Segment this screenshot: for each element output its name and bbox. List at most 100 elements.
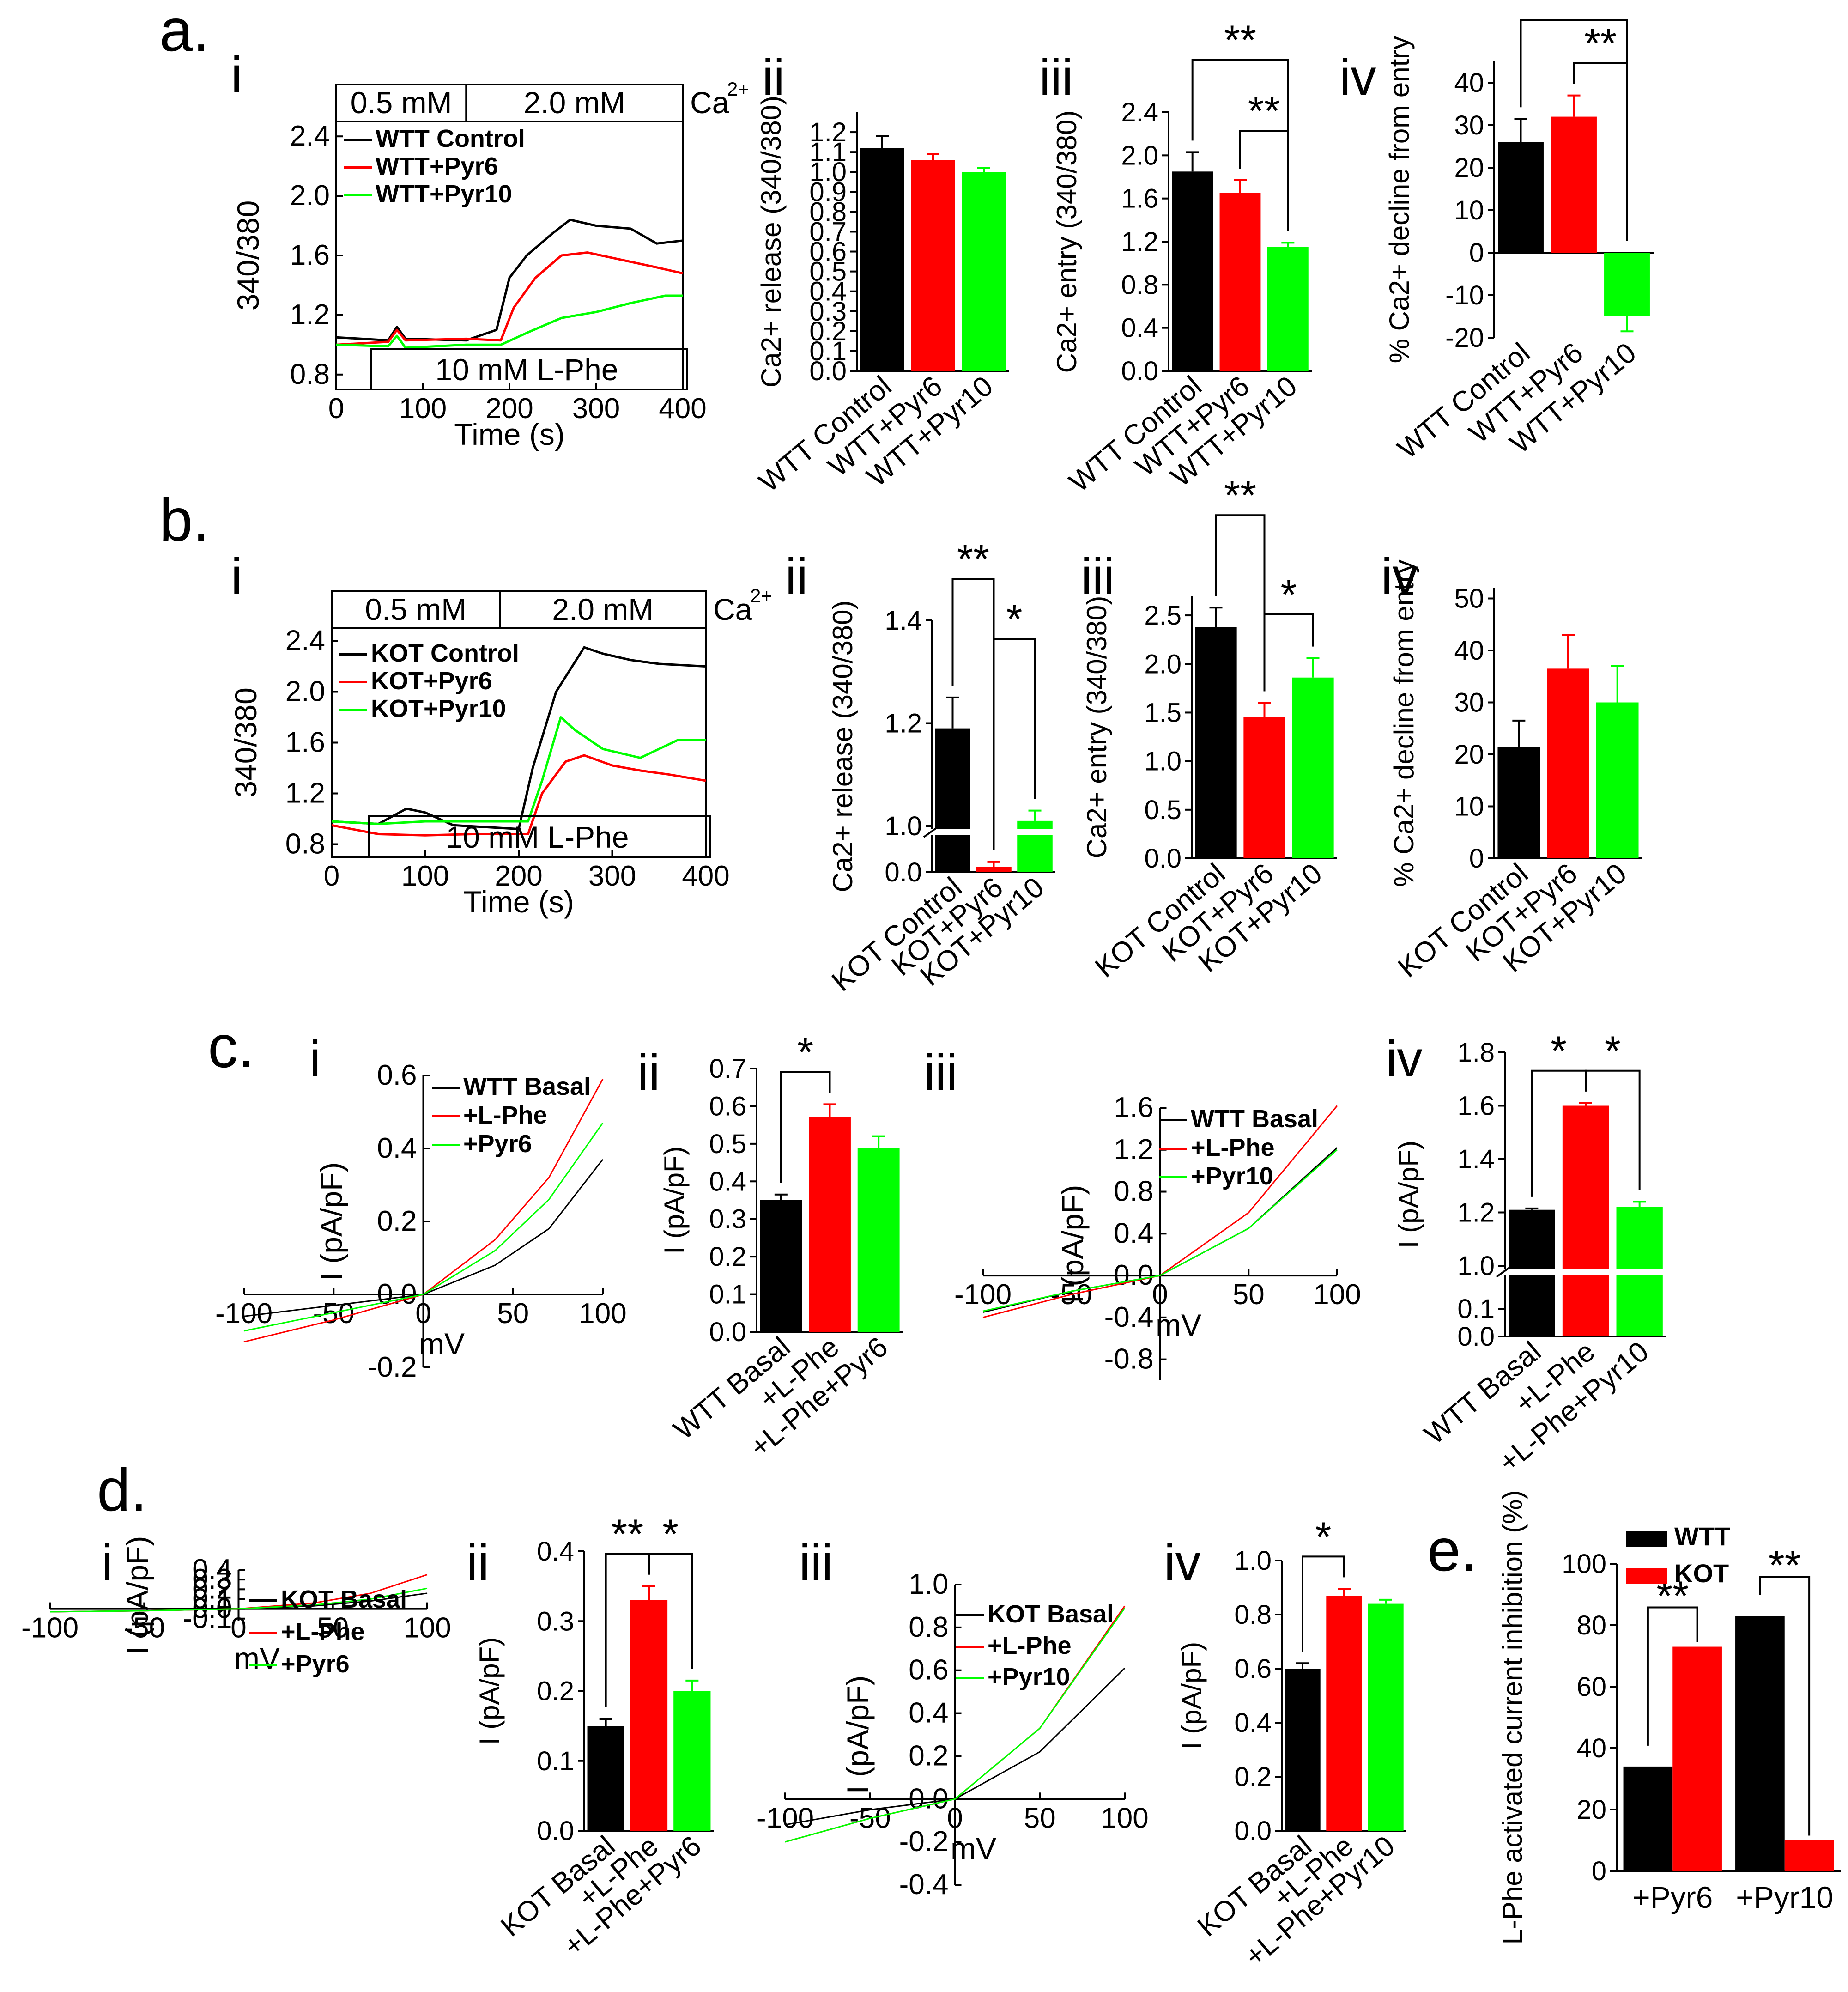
sig-label: **	[1224, 17, 1256, 63]
y-tick-label: 1.6	[285, 727, 325, 759]
ion-superscript: 2+	[750, 585, 772, 607]
panel-label: iii	[1039, 49, 1073, 106]
x-tick-label: 50	[1024, 1802, 1056, 1834]
bar	[1017, 820, 1053, 872]
x-tick-label: 100	[401, 860, 449, 892]
x-tick-label: -50	[123, 1612, 165, 1644]
y-tick-label: 1.2	[1121, 227, 1158, 257]
x-tick-label: -50	[313, 1298, 354, 1330]
y-tick-label: 0.0	[909, 1783, 948, 1815]
series-line-1	[243, 1079, 604, 1343]
bar	[1735, 1616, 1785, 1871]
sig-bracket	[780, 1071, 831, 1183]
section-label: c.	[208, 1013, 254, 1080]
sig-bracket	[1239, 130, 1289, 231]
bar	[976, 867, 1012, 872]
bar	[673, 1691, 711, 1831]
axis-break	[1496, 1269, 1676, 1275]
y-axis-title: Ca2+ release (340/380)	[827, 600, 858, 892]
solution-label-low: 0.5 mM	[365, 592, 467, 626]
y-axis-title: Ca2+ release (340/380)	[756, 96, 787, 388]
legend-swatch	[339, 709, 367, 711]
x-tick-label: 200	[485, 393, 533, 425]
bar	[1292, 677, 1334, 858]
y-axis-title: % Ca2+ decline from entry	[1384, 36, 1415, 364]
y-tick-label: 0.3	[537, 1606, 574, 1636]
y-tick-label: 1.2	[1114, 1134, 1153, 1166]
y-tick-label: 1.0	[885, 811, 922, 841]
y-tick-label: 0.2	[809, 316, 847, 346]
bar	[1604, 253, 1650, 316]
y-tick-label: 0.2	[1234, 1762, 1272, 1792]
sig-label: **	[1584, 21, 1617, 67]
y-tick-label: 0.1	[709, 1280, 746, 1310]
section-label: b.	[159, 486, 209, 553]
legend-label: +Pyr6	[463, 1130, 532, 1158]
bar	[1551, 116, 1597, 253]
legend-swatch	[432, 1144, 460, 1146]
y-tick-label: 1.4	[1457, 1144, 1495, 1174]
x-axis-title: Time (s)	[463, 885, 574, 919]
y-tick-label: 0.8	[290, 358, 330, 390]
a_i-plot: 0 100 200 300 400 0.8 1.2 1.6 2.0 2.4 Time (s) 340/…	[231, 78, 749, 451]
x-tick-label: 0	[324, 860, 339, 892]
y-axis-title: I (pA/pF)	[120, 1536, 154, 1655]
series-line-1	[336, 251, 683, 346]
y-tick-label: 2.0	[290, 180, 330, 212]
panel-label: iv	[1386, 1031, 1422, 1087]
series-line-0	[243, 1159, 604, 1317]
y-tick-label: 1.8	[1457, 1038, 1495, 1068]
legend-swatch	[344, 139, 372, 141]
y-axis-title: I (pA/pF)	[1055, 1185, 1090, 1304]
legend-swatch	[432, 1087, 460, 1089]
d_iv-plot: 0.00.20.40.60.81.0I (pA/pF)KOT Basal+L-P…	[1176, 1514, 1406, 1973]
x-axis-title: mV	[1156, 1308, 1201, 1342]
d_iii-plot: -100 -50 0 50 100-0.4-0.20.00.20.40.60.81.0m…	[757, 1568, 1149, 1901]
sig-bracket	[1647, 1606, 1698, 1746]
series-line-2	[982, 1149, 1338, 1312]
x-tick-label: 100	[403, 1612, 451, 1644]
y-tick-label: 0.6	[809, 237, 847, 267]
legend-label: +Pyr6	[281, 1650, 350, 1678]
y-tick-label: 1.0	[809, 157, 847, 187]
sig-label: *	[1315, 1514, 1331, 1560]
y-axis-title: I (pA/pF)	[1393, 1141, 1424, 1248]
panel-label: iv	[1381, 548, 1418, 605]
y-tick-label: 0.2	[709, 1242, 746, 1272]
treatment-label: 10 mM L-Phe	[446, 820, 629, 854]
series-line-2	[336, 294, 683, 349]
panel-label: iii	[924, 1045, 957, 1101]
section-label: a.	[159, 0, 209, 64]
y-tick-label: 0.0	[1144, 844, 1182, 874]
x-axis-title: Time (s)	[454, 417, 565, 451]
break-mark	[1496, 1264, 1514, 1278]
y-tick-label: 0.4	[909, 1697, 948, 1729]
y-tick-label: 40	[1576, 1733, 1606, 1763]
y-tick-label: 1.0	[909, 1568, 948, 1600]
sig-label: **	[1224, 473, 1256, 519]
x-tick-label: 100	[1101, 1802, 1148, 1834]
y-tick-label: 1.2	[885, 709, 922, 739]
legend-swatch	[1159, 1176, 1187, 1178]
y-tick-label: 80	[1576, 1610, 1606, 1640]
y-axis-title: 340/380	[231, 200, 265, 311]
y-tick-label: 0.0	[809, 356, 847, 386]
y-tick-label: 0.7	[709, 1054, 746, 1084]
solution-label-low: 0.5 mM	[351, 85, 452, 120]
bar	[1219, 193, 1261, 371]
y-tick-label: -20	[1445, 323, 1484, 353]
sig-label: **	[1769, 1543, 1801, 1589]
y-axis-title: I (pA/pF)	[314, 1162, 348, 1281]
treatment-label: 10 mM L-Phe	[435, 352, 618, 387]
sig-label: *	[1280, 572, 1297, 618]
x-axis-title: mV	[234, 1641, 280, 1676]
legend-swatch	[432, 1115, 460, 1117]
y-tick-label: 0.8	[285, 828, 325, 860]
legend-swatch	[249, 1632, 277, 1634]
bar	[1368, 1603, 1404, 1831]
legend-swatch	[339, 653, 367, 656]
sig-bracket	[1263, 613, 1314, 692]
legend-label: +L-Phe	[463, 1101, 547, 1129]
y-tick-label: 0.2	[909, 1740, 948, 1772]
